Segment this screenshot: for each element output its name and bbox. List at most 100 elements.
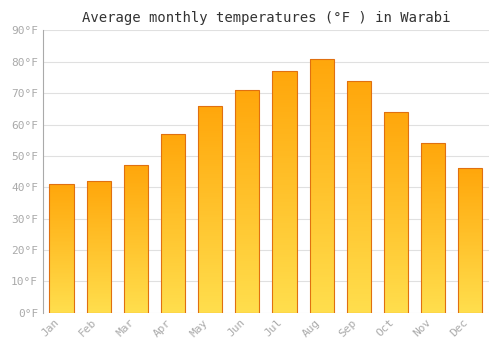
Bar [50,216,74,217]
Bar [310,216,334,219]
Bar [421,240,445,242]
Bar [272,202,296,204]
Bar [124,220,148,221]
Bar [458,235,482,236]
Bar [384,274,408,277]
Bar [310,226,334,229]
Bar [50,229,74,230]
Bar [347,132,371,134]
Bar [272,199,296,202]
Bar [198,193,222,195]
Bar [310,112,334,114]
Bar [384,182,408,184]
Bar [347,245,371,248]
Bar [236,226,260,228]
Bar [86,273,111,274]
Bar [124,292,148,294]
Bar [310,198,334,201]
Bar [421,252,445,253]
Bar [310,196,334,198]
Bar [50,209,74,210]
Bar [50,236,74,237]
Bar [50,194,74,196]
Bar [124,192,148,193]
Bar [86,265,111,267]
Bar [236,139,260,141]
Bar [198,122,222,124]
Bar [421,306,445,308]
Bar [161,236,185,238]
Bar [198,158,222,160]
Bar [50,224,74,225]
Bar [198,118,222,120]
Bar [421,143,445,313]
Bar [458,252,482,253]
Bar [124,195,148,196]
Bar [347,176,371,178]
Bar [421,238,445,240]
Bar [161,195,185,196]
Bar [124,201,148,202]
Bar [310,117,334,120]
Bar [124,262,148,264]
Bar [272,279,296,281]
Bar [347,243,371,245]
Bar [236,206,260,208]
Bar [124,270,148,271]
Bar [347,122,371,125]
Bar [161,193,185,195]
Bar [161,184,185,186]
Bar [458,238,482,239]
Bar [272,245,296,247]
Bar [198,310,222,313]
Bar [347,238,371,241]
Bar [50,186,74,187]
Bar [310,282,334,285]
Bar [124,190,148,192]
Bar [161,177,185,178]
Bar [236,161,260,163]
Bar [236,97,260,99]
Bar [86,238,111,239]
Bar [421,289,445,290]
Bar [347,88,371,90]
Bar [124,249,148,251]
Bar [384,156,408,158]
Bar [458,293,482,294]
Bar [161,168,185,170]
Bar [124,224,148,226]
Bar [347,250,371,252]
Bar [236,148,260,150]
Bar [272,259,296,262]
Bar [272,151,296,153]
Bar [310,69,334,71]
Bar [50,253,74,255]
Bar [50,310,74,312]
Bar [86,195,111,197]
Bar [272,122,296,124]
Bar [384,192,408,194]
Bar [236,179,260,181]
Bar [50,192,74,193]
Bar [421,287,445,289]
Bar [421,218,445,219]
Bar [310,201,334,203]
Bar [161,209,185,211]
Bar [458,199,482,200]
Bar [384,282,408,285]
Bar [124,254,148,255]
Bar [236,268,260,270]
Bar [272,136,296,139]
Bar [272,153,296,156]
Bar [124,299,148,301]
Bar [310,153,334,155]
Bar [50,225,74,226]
Bar [50,190,74,192]
Bar [198,222,222,224]
Bar [198,280,222,282]
Bar [458,180,482,181]
Bar [384,260,408,262]
Bar [161,289,185,291]
Bar [272,247,296,250]
Bar [86,297,111,298]
